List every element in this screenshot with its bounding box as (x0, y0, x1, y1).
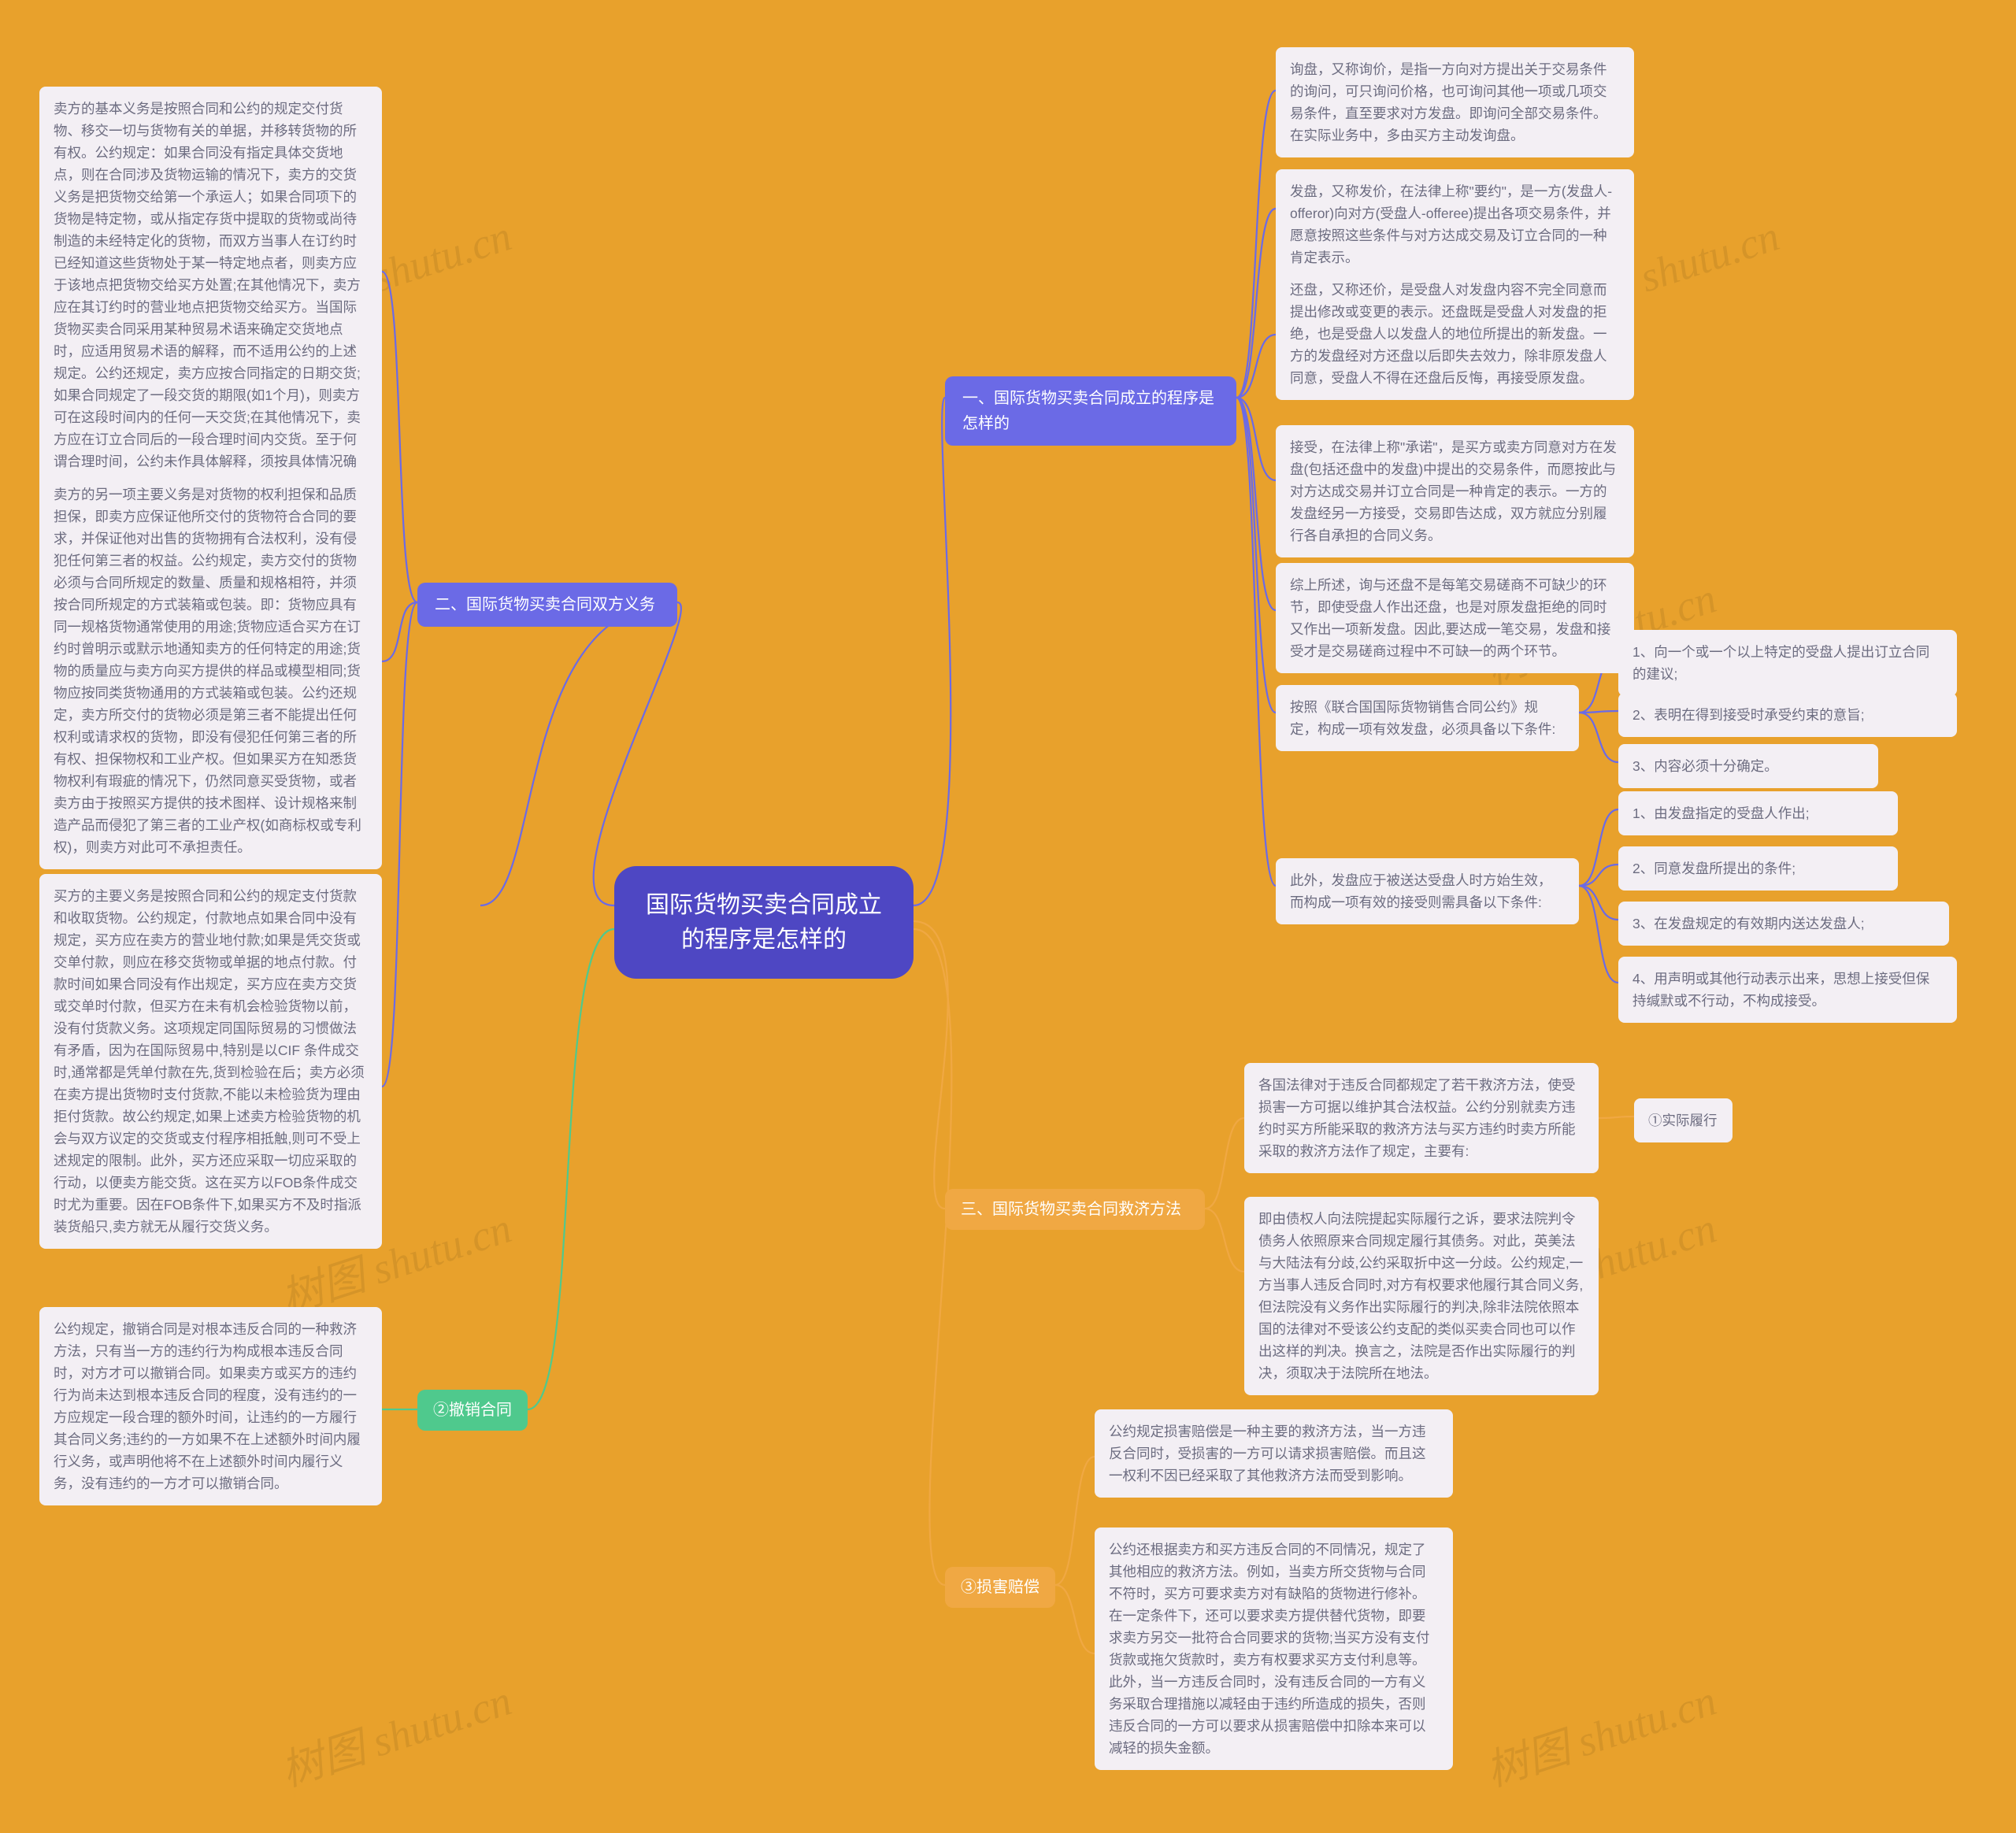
leaf[interactable]: 卖方的另一项主要义务是对货物的权利担保和品质担保，即卖方应保证他所交付的货物符合… (39, 472, 382, 869)
root-node[interactable]: 国际货物买卖合同成立的程序是怎样的 (614, 866, 914, 979)
branch-3[interactable]: 三、国际货物买卖合同救济方法 (945, 1189, 1205, 1230)
leaf[interactable]: 1、由发盘指定的受盘人作出; (1618, 791, 1898, 835)
leaf[interactable]: 即由债权人向法院提起实际履行之诉，要求法院判令债务人依照原来合同规定履行其债务。… (1244, 1197, 1599, 1395)
leaf[interactable]: 询盘，又称询价，是指一方向对方提出关于交易条件的询问，可只询问价格，也可询问其他… (1276, 47, 1634, 157)
leaf[interactable]: 公约还根据卖方和买方违反合同的不同情况，规定了其他相应的救济方法。例如，当卖方所… (1095, 1528, 1453, 1770)
watermark: 树图 shutu.cn (1477, 1665, 1723, 1798)
leaf[interactable]: 1、向一个或一个以上特定的受盘人提出订立合同的建议; (1618, 630, 1957, 696)
leaf[interactable]: 3、在发盘规定的有效期内送达发盘人; (1618, 902, 1949, 946)
leaf[interactable]: 2、同意发盘所提出的条件; (1618, 846, 1898, 891)
leaf[interactable]: 卖方的基本义务是按照合同和公约的规定交付货物、移交一切与货物有关的单据，并移转货… (39, 87, 382, 505)
branch-4[interactable]: ②撤销合同 (417, 1390, 528, 1431)
leaf[interactable]: 买方的主要义务是按照合同和公约的规定支付货款和收取货物。公约规定，付款地点如果合… (39, 874, 382, 1249)
leaf[interactable]: 还盘，又称还价，是受盘人对发盘内容不完全同意而提出修改或变更的表示。还盘既是受盘… (1276, 268, 1634, 400)
leaf[interactable]: 公约规定损害赔偿是一种主要的救济方法，当一方违反合同时，受损害的一方可以请求损害… (1095, 1409, 1453, 1498)
watermark: 树图 shutu.cn (272, 1665, 518, 1798)
leaf[interactable]: 接受，在法律上称"承诺"，是买方或卖方同意对方在发盘(包括还盘中的发盘)中提出的… (1276, 425, 1634, 557)
leaf[interactable]: 综上所述，询与还盘不是每笔交易磋商不可缺少的环节，即使受盘人作出还盘，也是对原发… (1276, 563, 1634, 673)
leaf[interactable]: 3、内容必须十分确定。 (1618, 744, 1878, 788)
branch-1[interactable]: 一、国际货物买卖合同成立的程序是怎样的 (945, 376, 1236, 446)
leaf[interactable]: 按照《联合国国际货物销售合同公约》规定，构成一项有效发盘，必须具备以下条件: (1276, 685, 1579, 751)
leaf[interactable]: 2、表明在得到接受时承受约束的意旨; (1618, 693, 1957, 737)
branch-2[interactable]: 二、国际货物买卖合同双方义务 (417, 583, 677, 627)
leaf[interactable]: 4、用声明或其他行动表示出来，思想上接受但保持缄默或不行动，不构成接受。 (1618, 957, 1957, 1023)
leaf[interactable]: 公约规定，撤销合同是对根本违反合同的一种救济方法，只有当一方的违约行为构成根本违… (39, 1307, 382, 1505)
leaf[interactable]: 发盘，又称发价，在法律上称"要约"，是一方(发盘人-offeror)向对方(受盘… (1276, 169, 1634, 280)
leaf[interactable]: 各国法律对于违反合同都规定了若干救济方法，使受损害一方可据以维护其合法权益。公约… (1244, 1063, 1599, 1173)
leaf[interactable]: 此外，发盘应于被送达受盘人时方始生效，而构成一项有效的接受则需具备以下条件: (1276, 858, 1579, 924)
branch-5[interactable]: ③损害赔偿 (945, 1567, 1055, 1608)
leaf[interactable]: ①实际履行 (1634, 1098, 1732, 1142)
